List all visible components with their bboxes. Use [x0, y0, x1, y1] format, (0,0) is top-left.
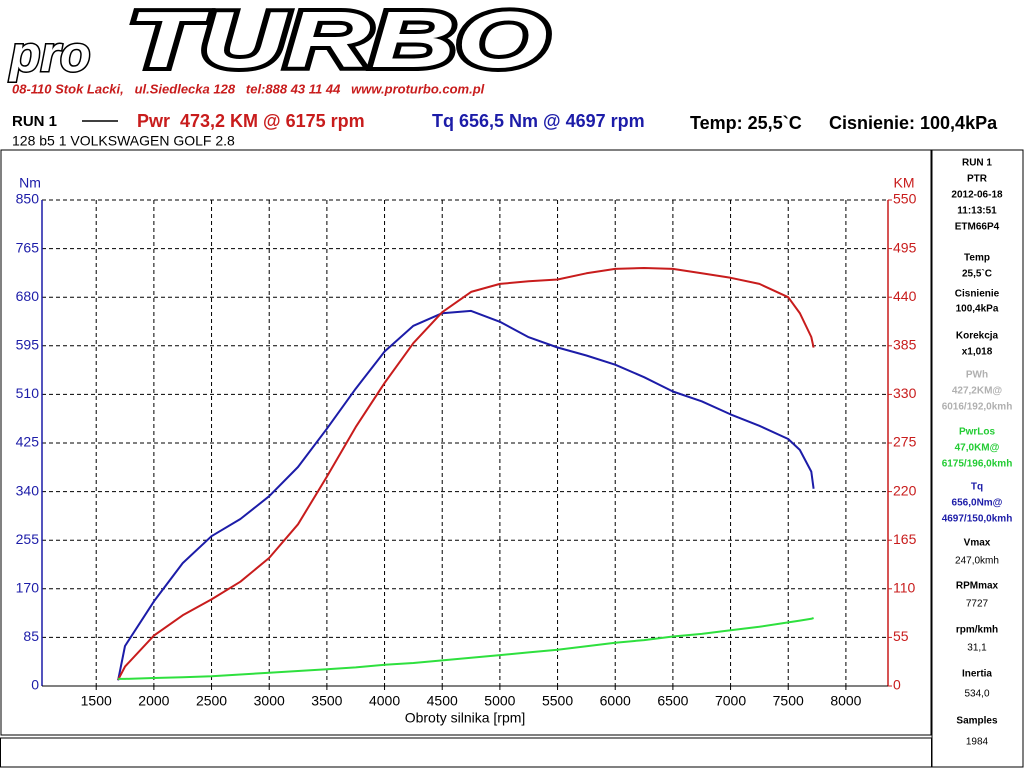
x-tick-label: 4500 [427, 693, 458, 709]
panel-top-line: 2012-06-18 [951, 190, 1003, 201]
y2-tick-label: 440 [893, 288, 917, 304]
panel-value: 247,0kmh [955, 556, 999, 567]
x-tick-label: 1500 [81, 693, 112, 709]
panel-value: 47,0KM@ [955, 443, 1000, 454]
panel-value: 25,5`C [962, 269, 992, 280]
y2-tick-label: 495 [893, 239, 917, 255]
y-tick-label: 340 [16, 482, 40, 498]
panel-top-line: PTR [967, 174, 988, 185]
panel-top-line: RUN 1 [962, 158, 992, 169]
panel-label: rpm/kmh [956, 625, 998, 636]
y-axis-title: Nm [19, 175, 41, 191]
series-line [117, 267, 815, 681]
y-tick-label: 595 [16, 337, 40, 353]
panel-value: 6175/196,0kmh [942, 459, 1013, 470]
panel-label: Temp [964, 253, 990, 264]
pwr-summary: Pwr 473,2 KM @ 6175 rpm [137, 111, 365, 131]
x-tick-label: 4000 [369, 693, 400, 709]
y-tick-label: 850 [16, 191, 40, 207]
x-tick-label: 6000 [600, 693, 631, 709]
logo-main: TURBO [128, 0, 548, 84]
y2-tick-label: 0 [893, 677, 901, 693]
y2-tick-label: 110 [893, 580, 916, 596]
panel-value: 427,2KM@ [952, 386, 1003, 397]
panel-value: 1984 [966, 737, 989, 748]
panel-label: Cisnienie [955, 289, 1000, 300]
y-tick-label: 510 [16, 385, 40, 401]
panel-value: 534,0 [964, 689, 989, 700]
x-tick-label: 2000 [138, 693, 169, 709]
y-tick-label: 0 [31, 677, 39, 693]
y-tick-label: 255 [16, 531, 40, 547]
panel-label: PwrLos [959, 427, 996, 438]
chart-frame [0, 149, 932, 736]
info-panel [931, 149, 1024, 768]
panel-label: Tq [971, 482, 983, 493]
y-tick-label: 85 [23, 628, 39, 644]
y-tick-label: 765 [16, 239, 40, 255]
y2-tick-label: 330 [893, 385, 917, 401]
y2-tick-label: 275 [893, 434, 917, 450]
series-line [118, 617, 814, 680]
panel-value: 6016/192,0kmh [942, 402, 1013, 413]
panel-value: 7727 [966, 599, 989, 610]
x-tick-label: 3500 [311, 693, 342, 709]
panel-value: 100,4kPa [956, 304, 999, 315]
address: 08-110 Stok Lacki, ul.Siedlecka 128 tel:… [12, 81, 485, 96]
y-tick-label: 170 [16, 580, 40, 596]
panel-label: Samples [956, 716, 998, 727]
x-tick-label: 6500 [657, 693, 688, 709]
x-tick-label: 3000 [254, 693, 285, 709]
x-axis-title: Obroty silnika [rpm] [405, 710, 526, 726]
y2-tick-label: 220 [893, 482, 917, 498]
panel-top-line: ETM66P4 [955, 222, 1000, 233]
y2-tick-label: 385 [893, 337, 917, 353]
panel-value: 656,0Nm@ [952, 498, 1003, 509]
y2-tick-label: 55 [893, 628, 909, 644]
y-tick-label: 425 [16, 434, 40, 450]
temp-summary: Temp: 25,5`C [690, 113, 802, 133]
logo-pre: pro [8, 26, 91, 82]
panel-value: 4697/150,0kmh [942, 514, 1013, 525]
series-line [117, 309, 815, 681]
pressure-summary: Cisnienie: 100,4kPa [829, 113, 998, 133]
panel-value: x1,018 [962, 347, 993, 358]
x-tick-label: 5500 [542, 693, 573, 709]
y2-tick-label: 165 [893, 531, 917, 547]
x-tick-label: 2500 [196, 693, 227, 709]
y-tick-label: 680 [16, 288, 40, 304]
y2-axis-title: KM [894, 175, 915, 191]
x-tick-label: 7000 [715, 693, 746, 709]
panel-top-line: 11:13:51 [957, 206, 997, 217]
panel-label: Vmax [964, 538, 991, 549]
panel-label: RPMmax [956, 581, 999, 592]
panel-label: Korekcja [956, 331, 999, 342]
run-label: RUN 1 [12, 113, 57, 130]
panel-label: PWh [966, 370, 988, 381]
x-tick-label: 8000 [830, 693, 861, 709]
x-tick-label: 7500 [773, 693, 804, 709]
tq-summary: Tq 656,5 Nm @ 4697 rpm [432, 111, 645, 131]
vehicle: 128 b5 1 VOLKSWAGEN GOLF 2.8 [12, 133, 235, 149]
y2-tick-label: 550 [893, 191, 917, 207]
x-tick-label: 5000 [484, 693, 515, 709]
panel-label: Inertia [962, 669, 992, 680]
panel-value: 31,1 [967, 643, 987, 654]
